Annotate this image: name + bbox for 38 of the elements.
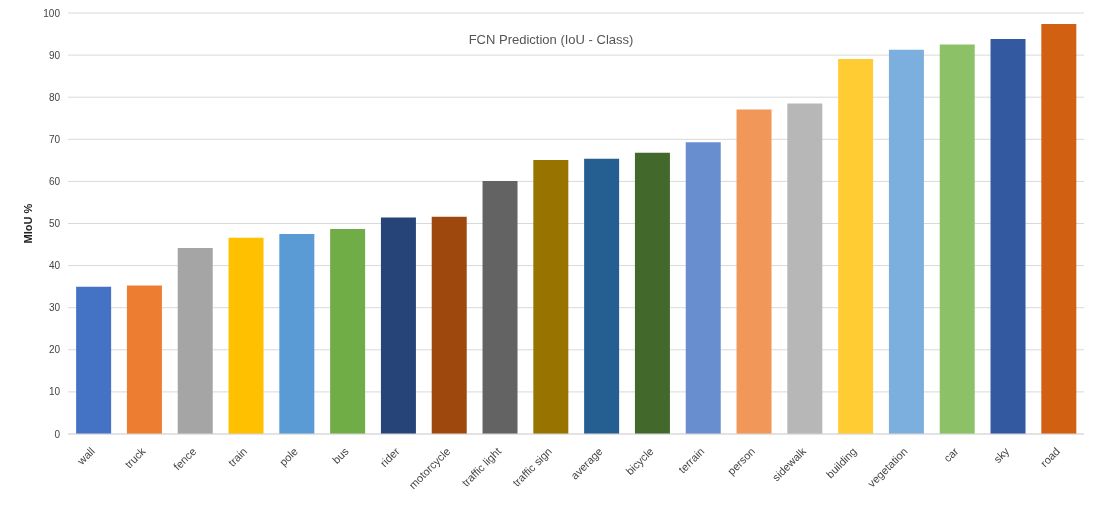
bar bbox=[584, 158, 620, 434]
y-axis-title: MIoU % bbox=[21, 203, 34, 244]
bar bbox=[634, 152, 670, 434]
bar bbox=[990, 39, 1026, 434]
y-tick-label: 60 bbox=[48, 175, 61, 187]
x-tick-label: train bbox=[225, 444, 250, 469]
bar bbox=[888, 49, 924, 434]
bar bbox=[76, 286, 112, 434]
bar bbox=[533, 159, 569, 434]
y-tick-label: 100 bbox=[43, 7, 61, 19]
y-tick-label: 10 bbox=[48, 386, 61, 398]
bar bbox=[330, 228, 366, 434]
bar bbox=[1041, 23, 1077, 434]
y-tick-label: 90 bbox=[48, 49, 61, 61]
bar bbox=[279, 234, 315, 434]
text: FCN Prediction (IoU - Class) bbox=[467, 32, 635, 47]
bar bbox=[482, 180, 518, 434]
bar bbox=[228, 237, 264, 434]
x-tick-label: car bbox=[941, 444, 961, 465]
x-tick-label: wall bbox=[74, 444, 97, 468]
y-tick-label: 0 bbox=[54, 428, 61, 440]
y-tick-label: 50 bbox=[48, 218, 61, 230]
bar bbox=[431, 216, 467, 434]
bar bbox=[736, 109, 772, 434]
y-tick-label: 80 bbox=[48, 91, 61, 103]
bar bbox=[939, 44, 975, 434]
y-tick-label: 30 bbox=[48, 302, 61, 314]
bar bbox=[126, 285, 162, 434]
y-tick-label: 70 bbox=[48, 133, 61, 145]
bar bbox=[177, 247, 213, 434]
bar bbox=[380, 217, 416, 434]
x-tick-label: bus bbox=[329, 444, 352, 467]
y-tick-label: 40 bbox=[48, 260, 61, 272]
bar bbox=[838, 58, 874, 434]
y-tick-label: 20 bbox=[48, 344, 61, 356]
x-tick-label: sky bbox=[991, 444, 1012, 466]
bar bbox=[685, 142, 721, 434]
bar bbox=[787, 103, 823, 434]
